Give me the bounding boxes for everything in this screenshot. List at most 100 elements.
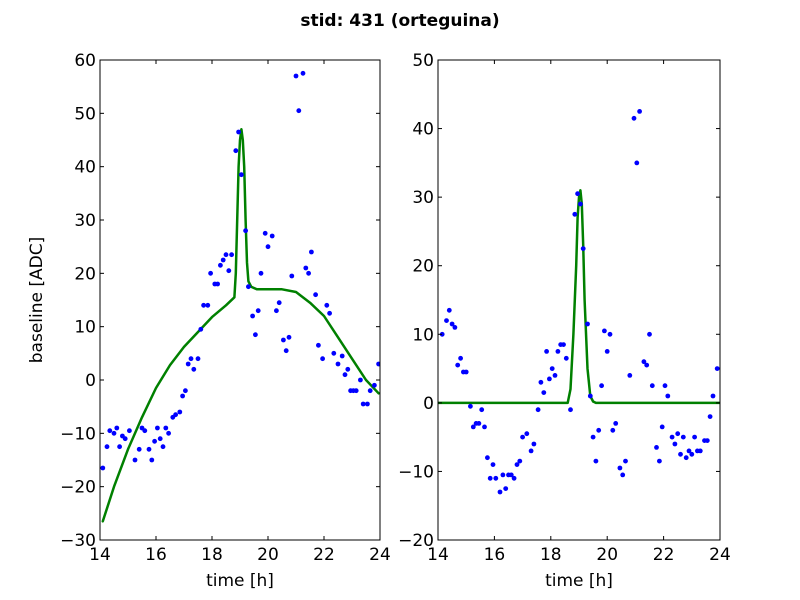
data-point — [220, 257, 226, 263]
data-point — [520, 434, 525, 440]
data-point — [360, 401, 366, 407]
x-tick-label: 14 — [89, 545, 111, 565]
data-point — [514, 462, 520, 467]
data-point — [239, 172, 244, 178]
data-point — [198, 326, 204, 332]
data-point — [596, 427, 602, 433]
data-point — [627, 373, 633, 378]
data-point — [692, 434, 697, 440]
axes-frame — [99, 59, 381, 541]
data-point — [552, 373, 558, 378]
data-point — [563, 355, 569, 361]
data-point — [575, 191, 580, 197]
x-axis-label: time [h] — [206, 571, 274, 591]
right-subplot: 14 16 18 20 22 24 50 40 30 20 10 0 −10 −20 time [h] — [398, 51, 731, 591]
data-point — [142, 428, 148, 434]
data-point — [342, 372, 348, 378]
data-point — [452, 325, 458, 330]
data-point — [269, 233, 275, 239]
data-point — [107, 428, 113, 434]
data-point — [104, 444, 110, 450]
data-point — [313, 292, 318, 298]
x-tick-label: 22 — [653, 545, 675, 565]
data-point — [177, 409, 183, 415]
data-point — [152, 438, 158, 444]
data-point — [345, 366, 351, 372]
y-tick-label: 50 — [412, 51, 434, 71]
data-point — [503, 486, 509, 491]
y-tick-label: 20 — [412, 257, 434, 277]
x-tick-label: 24 — [709, 545, 731, 565]
data-point — [568, 407, 573, 413]
data-point — [485, 455, 490, 461]
data-point — [376, 361, 380, 367]
data-point — [250, 313, 256, 319]
data-point — [654, 445, 659, 450]
data-point — [610, 427, 616, 433]
data-point — [276, 300, 282, 306]
axes-frame — [437, 59, 721, 541]
data-point — [255, 308, 261, 314]
data-point — [163, 425, 169, 431]
y-tick-label: −10 — [398, 462, 434, 482]
data-point — [500, 472, 506, 478]
data-point — [649, 383, 655, 389]
y-tick-label: 40 — [74, 158, 96, 178]
data-point — [683, 455, 689, 461]
data-point — [132, 457, 138, 463]
data-point — [320, 356, 325, 362]
data-point — [339, 353, 345, 359]
data-point — [487, 475, 493, 481]
data-point — [689, 451, 695, 457]
data-point — [541, 390, 547, 395]
y-tick-label: 50 — [74, 104, 96, 124]
data-point — [580, 246, 586, 252]
data-point — [327, 310, 332, 316]
y-tick-label: −10 — [60, 424, 96, 444]
data-point — [631, 115, 637, 121]
data-point — [490, 462, 496, 467]
plot-area — [100, 70, 380, 523]
data-point — [274, 308, 279, 314]
data-point — [604, 349, 610, 354]
x-tick-label: 22 — [313, 545, 335, 565]
y-tick-label: −20 — [60, 478, 96, 498]
data-point — [146, 446, 152, 452]
data-point — [439, 331, 445, 337]
data-point — [166, 430, 172, 436]
y-tick-label: −20 — [398, 531, 434, 551]
data-point — [599, 383, 604, 389]
data-point — [136, 446, 142, 452]
y-tick-label: 10 — [74, 318, 96, 338]
data-point — [149, 457, 155, 463]
data-point — [528, 448, 534, 454]
data-point — [316, 342, 321, 348]
data-point — [180, 393, 186, 399]
data-point — [353, 388, 359, 394]
data-point — [365, 401, 370, 407]
x-tick-label: 14 — [427, 545, 449, 565]
data-point — [233, 148, 239, 154]
data-point — [578, 201, 583, 207]
data-point — [686, 448, 692, 454]
data-point — [183, 388, 188, 394]
data-point — [201, 302, 207, 308]
data-point — [117, 444, 122, 450]
data-point — [455, 362, 461, 368]
data-point — [710, 393, 716, 399]
x-tick-label: 24 — [369, 545, 391, 565]
data-point — [561, 342, 566, 347]
data-point — [704, 438, 710, 443]
data-point — [160, 444, 166, 450]
data-point — [446, 307, 452, 313]
data-point — [155, 425, 160, 431]
data-point — [300, 70, 306, 76]
data-point — [293, 73, 299, 79]
y-tick-label: 60 — [74, 51, 96, 71]
data-point — [226, 268, 232, 274]
data-point — [535, 407, 541, 413]
y-tick-label: 0 — [85, 371, 96, 391]
data-point — [205, 302, 211, 308]
data-point — [531, 441, 537, 447]
